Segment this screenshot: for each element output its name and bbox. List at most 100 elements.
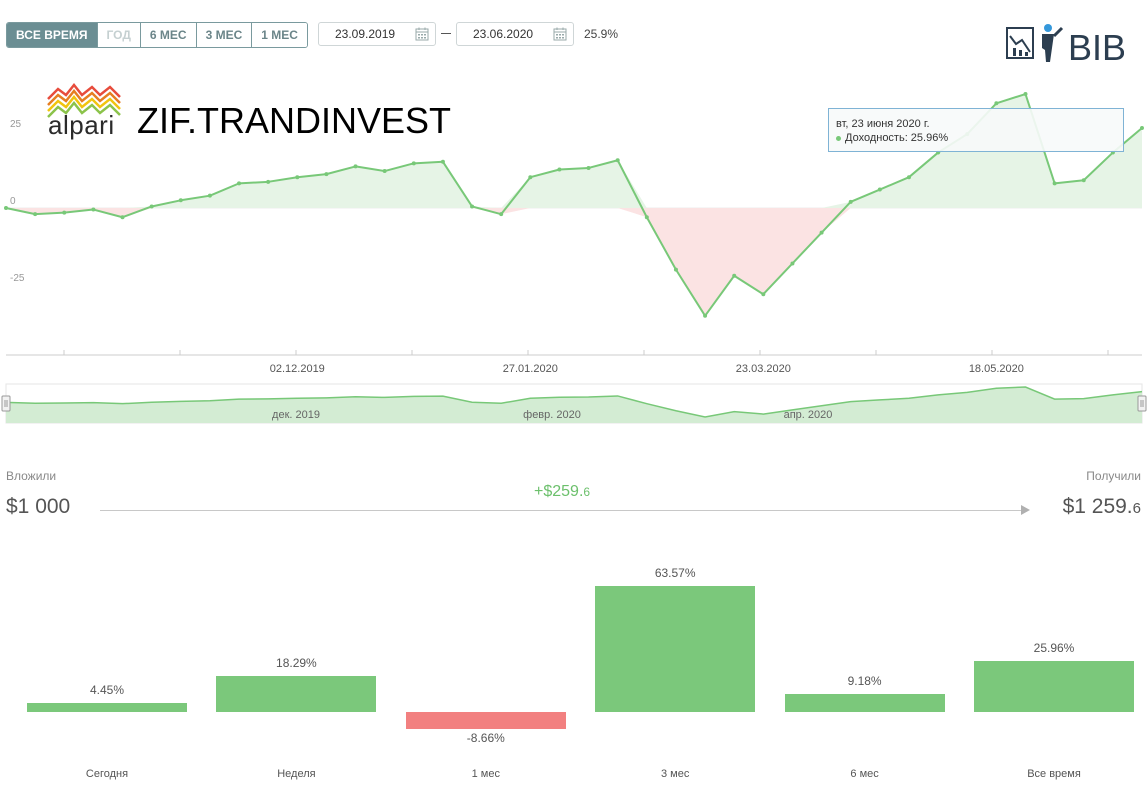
return-bar-value: 18.29% xyxy=(276,655,317,670)
data-point[interactable] xyxy=(499,212,504,217)
period-tab-1-month[interactable]: 1 МЕС xyxy=(251,23,307,47)
data-point[interactable] xyxy=(178,198,183,203)
data-point[interactable] xyxy=(586,165,591,170)
data-point[interactable] xyxy=(62,210,67,215)
received-label: Получили xyxy=(1086,469,1141,483)
data-point[interactable] xyxy=(470,204,475,209)
progress-arrow-line xyxy=(100,510,1022,511)
data-point[interactable] xyxy=(906,175,911,180)
page-title: ZIF.TRANDINVEST xyxy=(137,100,452,141)
return-bar[interactable] xyxy=(216,675,377,712)
date-to-field[interactable]: 23.06.2020 xyxy=(456,22,574,46)
period-tab-all-time[interactable]: ВСЕ ВРЕМЯ xyxy=(7,23,97,47)
date-range-separator xyxy=(441,33,451,34)
return-bar-value: 9.18% xyxy=(847,673,882,688)
received-amount-main: $1 259. xyxy=(1062,495,1133,518)
data-point[interactable] xyxy=(819,230,824,235)
navigator-handle-left[interactable] xyxy=(1,395,11,412)
alpari-logo-mark xyxy=(47,82,121,118)
return-bar-column: 18.29% Неделя xyxy=(216,555,377,800)
return-bar-period-label: Все время xyxy=(1027,768,1081,780)
invested-amount: $1 000 xyxy=(6,495,71,518)
data-point[interactable] xyxy=(440,159,445,164)
x-axis-tick-label: 02.12.2019 xyxy=(270,363,325,375)
data-point[interactable] xyxy=(528,175,533,180)
data-point[interactable] xyxy=(411,161,416,166)
period-tabs: ВСЕ ВРЕМЯ ГОД 6 МЕС 3 МЕС 1 МЕС xyxy=(6,22,308,48)
return-bar[interactable] xyxy=(27,703,187,712)
y-axis-tick-label: 25 xyxy=(10,119,22,130)
x-axis-tick-label: 18.05.2020 xyxy=(969,363,1024,375)
return-bar-value: 25.96% xyxy=(1033,640,1075,655)
date-from-value: 23.09.2019 xyxy=(335,27,396,41)
data-point[interactable] xyxy=(673,267,678,272)
data-point[interactable] xyxy=(848,199,853,204)
tooltip-date: вт, 23 июня 2020 г. xyxy=(836,118,930,130)
data-point[interactable] xyxy=(1023,92,1028,97)
alpari-logo-text: alpari xyxy=(48,110,115,140)
data-point[interactable] xyxy=(703,313,708,318)
return-bar[interactable] xyxy=(405,712,566,730)
y-axis-tick-label: -25 xyxy=(10,273,25,284)
calendar-icon[interactable] xyxy=(415,27,429,41)
navigator-handle-right[interactable] xyxy=(1137,395,1147,412)
series-dot-icon xyxy=(836,135,841,141)
data-point[interactable] xyxy=(266,179,271,184)
data-point[interactable] xyxy=(382,169,387,174)
received-amount: $1 259.6 xyxy=(1063,495,1141,519)
data-point[interactable] xyxy=(1081,178,1086,183)
data-point[interactable] xyxy=(557,167,562,172)
return-bar-period-label: 1 мес xyxy=(471,768,500,780)
period-tab-3-months[interactable]: 3 МЕС xyxy=(195,23,252,47)
navigator-label: апр. 2020 xyxy=(784,409,833,421)
navigator-line xyxy=(5,386,1143,418)
data-point[interactable] xyxy=(790,261,795,266)
data-point[interactable] xyxy=(644,215,649,220)
period-returns-chart: 4.45% Сегодня 18.29% Неделя -8.66% 1 мес 63.57… xyxy=(0,555,1148,800)
navigator-label: дек. 2019 xyxy=(272,409,320,421)
data-point[interactable] xyxy=(120,215,125,220)
data-point[interactable] xyxy=(732,273,737,278)
data-point[interactable] xyxy=(295,175,300,180)
data-point[interactable] xyxy=(877,187,882,192)
calendar-icon[interactable] xyxy=(553,27,567,41)
return-bar-period-label: 3 мес xyxy=(661,768,690,780)
data-point[interactable] xyxy=(353,164,358,169)
data-point[interactable] xyxy=(324,172,329,177)
return-bar-value: 63.57% xyxy=(654,566,696,580)
positive-area xyxy=(6,94,1142,208)
data-point[interactable] xyxy=(207,193,212,198)
tooltip-value: Доходность: 25.96% xyxy=(845,132,949,144)
navigator-label: февр. 2020 xyxy=(523,409,581,421)
return-bar-period-label: Неделя xyxy=(277,768,316,780)
x-axis-tick-label: 23.03.2020 xyxy=(736,363,791,375)
bib-logo-text: BIB xyxy=(1068,27,1124,66)
return-bar[interactable] xyxy=(974,660,1134,712)
date-from-field[interactable]: 23.09.2019 xyxy=(318,22,436,46)
return-bar-column: 4.45% Сегодня xyxy=(27,555,187,800)
period-tab-6-months[interactable]: 6 МЕС xyxy=(139,23,196,47)
data-point[interactable] xyxy=(1140,126,1144,131)
data-point[interactable] xyxy=(1052,181,1057,186)
data-point[interactable] xyxy=(761,292,766,297)
chart-navigator[interactable]: дек. 2019 февр. 2020 апр. 2020 xyxy=(0,380,1148,426)
period-tab-year[interactable]: ГОД xyxy=(96,23,140,47)
chart-tooltip: вт, 23 июня 2020 г. Доходность: 25.96% xyxy=(828,108,1124,152)
data-point[interactable] xyxy=(149,204,154,209)
y-axis-tick-label: 0 xyxy=(10,196,16,207)
bib-logo: BIB xyxy=(1006,24,1124,66)
return-bar-value: -8.66% xyxy=(466,731,505,746)
data-point[interactable] xyxy=(237,181,242,186)
gain-amount: +$259.6 xyxy=(534,483,590,501)
data-point[interactable] xyxy=(615,158,620,163)
return-bar[interactable] xyxy=(784,693,945,712)
return-bar[interactable] xyxy=(595,586,756,712)
period-return: 25.9% xyxy=(584,27,619,41)
navigator-area xyxy=(6,387,1142,423)
data-point[interactable] xyxy=(4,206,8,210)
data-point[interactable] xyxy=(33,212,38,217)
x-axis-tick-label: 27.01.2020 xyxy=(503,363,558,375)
data-point[interactable] xyxy=(91,207,96,212)
data-point[interactable] xyxy=(994,101,999,106)
return-bar-column: -8.66% 1 мес xyxy=(405,555,566,800)
